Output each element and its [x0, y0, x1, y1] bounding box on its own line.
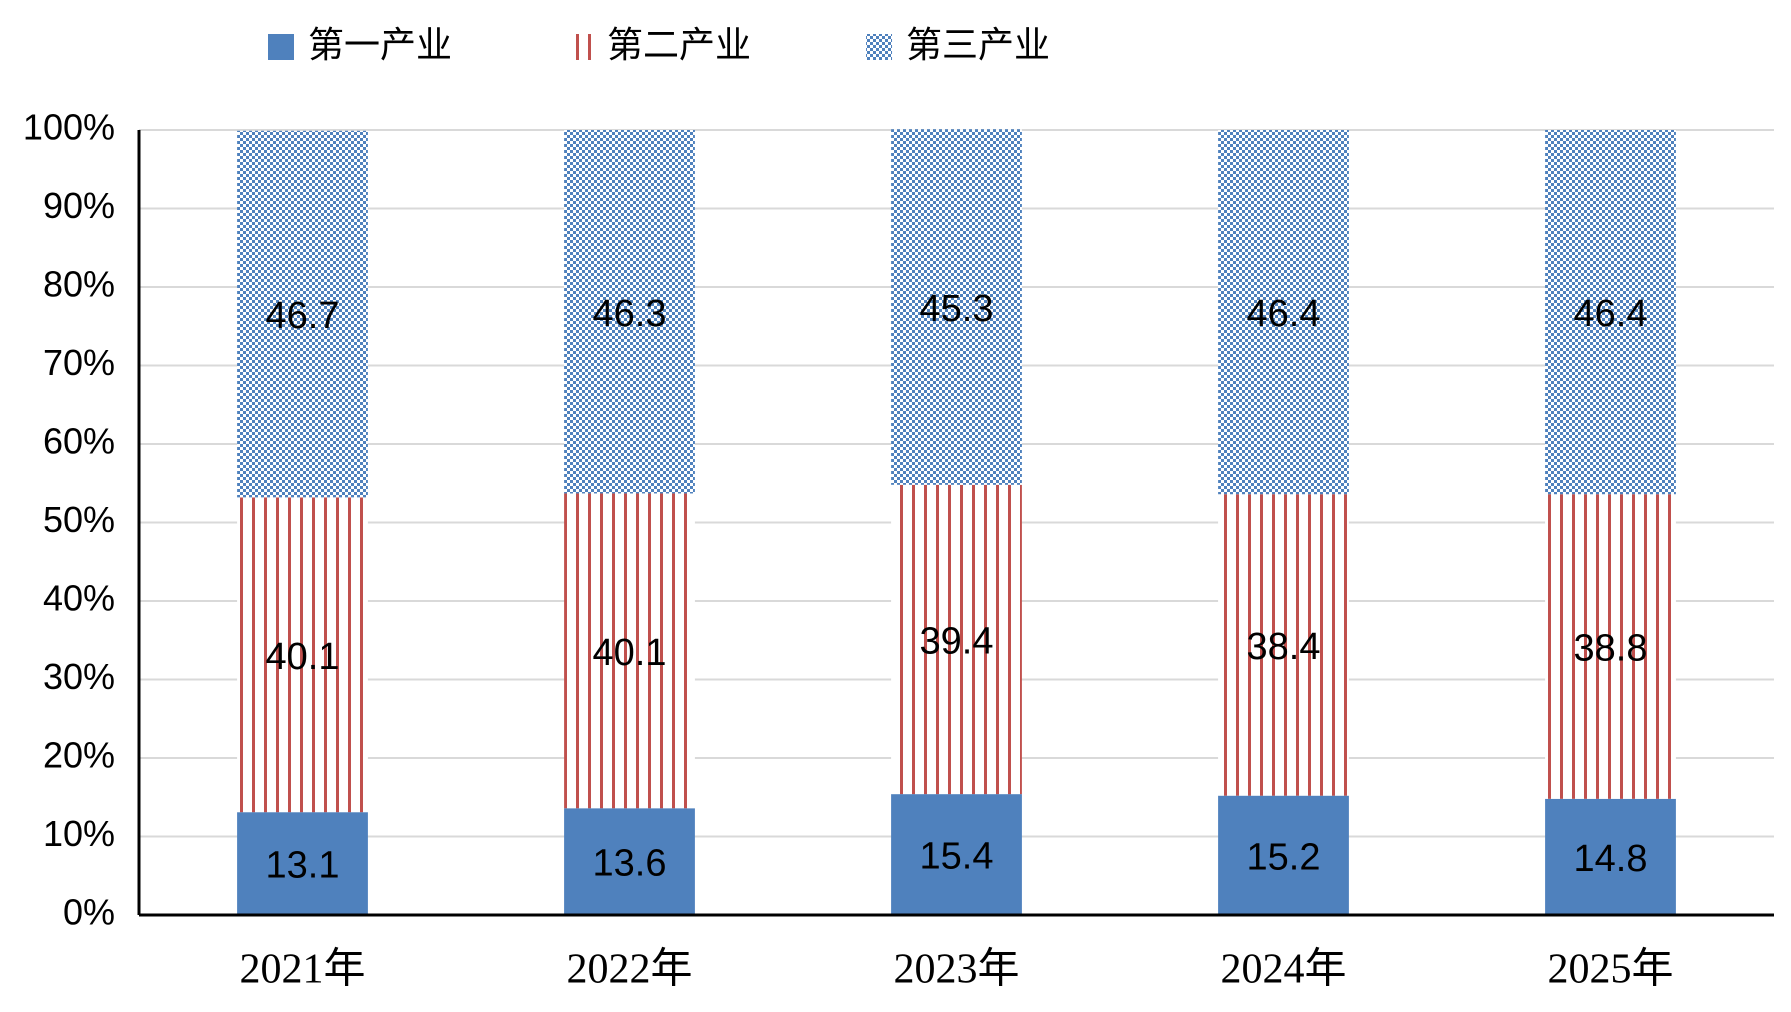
y-tick-label: 20%	[43, 735, 115, 776]
data-label: 13.6	[593, 843, 667, 885]
y-tick-label: 60%	[43, 421, 115, 462]
data-label: 14.8	[1574, 838, 1648, 880]
data-label: 38.4	[1247, 626, 1321, 668]
legend-swatch	[866, 34, 893, 60]
bar-segment	[891, 129, 1022, 485]
data-label: 46.4	[1247, 293, 1321, 335]
data-label: 13.1	[266, 845, 340, 887]
y-tick-label: 10%	[43, 813, 115, 854]
data-label: 39.4	[920, 620, 994, 662]
bar-segment	[564, 808, 695, 915]
bar-segment	[1218, 130, 1349, 495]
bar-segment	[237, 812, 368, 915]
data-label: 15.4	[920, 836, 994, 878]
bar-segment	[1545, 130, 1676, 495]
data-label: 46.4	[1574, 293, 1648, 335]
bar-segment	[891, 484, 1022, 795]
bar-segment	[564, 130, 695, 494]
bar-segment	[564, 493, 695, 809]
y-tick-label: 30%	[43, 656, 115, 697]
y-tick-label: 90%	[43, 185, 115, 226]
y-tick-label: 50%	[43, 499, 115, 540]
x-tick-label: 2024年	[1220, 946, 1346, 993]
legend-label: 第二产业	[607, 25, 751, 66]
y-tick-label: 80%	[43, 264, 115, 305]
bar-segment	[237, 130, 368, 498]
legend-swatch	[268, 34, 294, 60]
x-tick-label: 2025年	[1547, 946, 1673, 993]
legend-label: 第一产业	[308, 25, 452, 66]
data-label: 46.7	[266, 295, 340, 337]
data-label: 40.1	[266, 636, 340, 678]
data-label: 40.1	[593, 632, 667, 674]
data-label: 46.3	[593, 293, 667, 335]
bar-segment	[1218, 494, 1349, 796]
y-tick-label: 100%	[23, 107, 115, 148]
bar-segment	[1545, 798, 1676, 915]
x-tick-label: 2021年	[239, 946, 365, 993]
x-tick-label: 2022年	[566, 946, 692, 993]
data-label: 15.2	[1247, 836, 1321, 878]
y-tick-label: 0%	[63, 892, 115, 933]
bar-segment	[1545, 494, 1676, 799]
bar-segment	[1218, 795, 1349, 915]
y-tick-label: 70%	[43, 342, 115, 383]
y-tick-label: 40%	[43, 578, 115, 619]
bar-segment	[891, 794, 1022, 915]
bar-segment	[237, 497, 368, 813]
legend-swatch	[567, 34, 594, 60]
data-label: 38.8	[1574, 628, 1648, 670]
legend-label: 第三产业	[906, 25, 1050, 66]
x-tick-label: 2023年	[893, 946, 1019, 993]
data-label: 45.3	[920, 288, 994, 330]
